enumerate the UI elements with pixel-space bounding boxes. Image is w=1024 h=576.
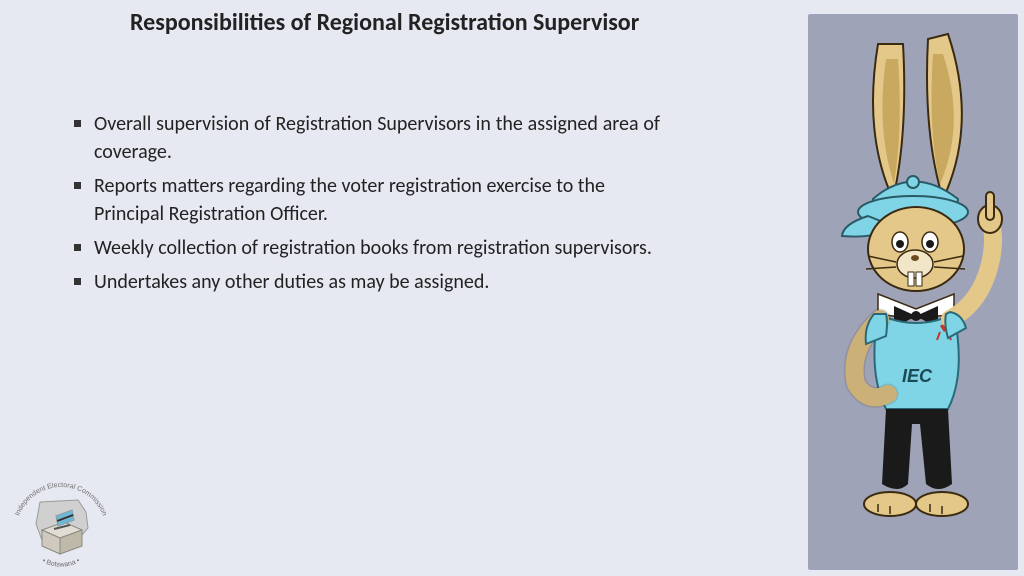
list-item: Reports matters regarding the voter regi… bbox=[70, 172, 660, 228]
shirt-label: IEC bbox=[902, 366, 933, 386]
iec-logo-icon: Independent Electoral Commission • Botsw… bbox=[6, 470, 116, 570]
bullet-list: Overall supervision of Registration Supe… bbox=[70, 110, 660, 296]
slide: Responsibilities of Regional Registratio… bbox=[0, 0, 1024, 576]
slide-title: Responsibilities of Regional Registratio… bbox=[130, 8, 830, 37]
svg-text:• Botswana •: • Botswana • bbox=[41, 557, 81, 569]
slide-body: Overall supervision of Registration Supe… bbox=[70, 110, 660, 302]
list-item: Undertakes any other duties as may be as… bbox=[70, 268, 660, 296]
list-item: Overall supervision of Registration Supe… bbox=[70, 110, 660, 166]
mascot-panel: IEC bbox=[808, 14, 1018, 570]
list-item: Weekly collection of registration books … bbox=[70, 234, 660, 262]
rabbit-mascot-icon: IEC bbox=[808, 14, 1018, 570]
